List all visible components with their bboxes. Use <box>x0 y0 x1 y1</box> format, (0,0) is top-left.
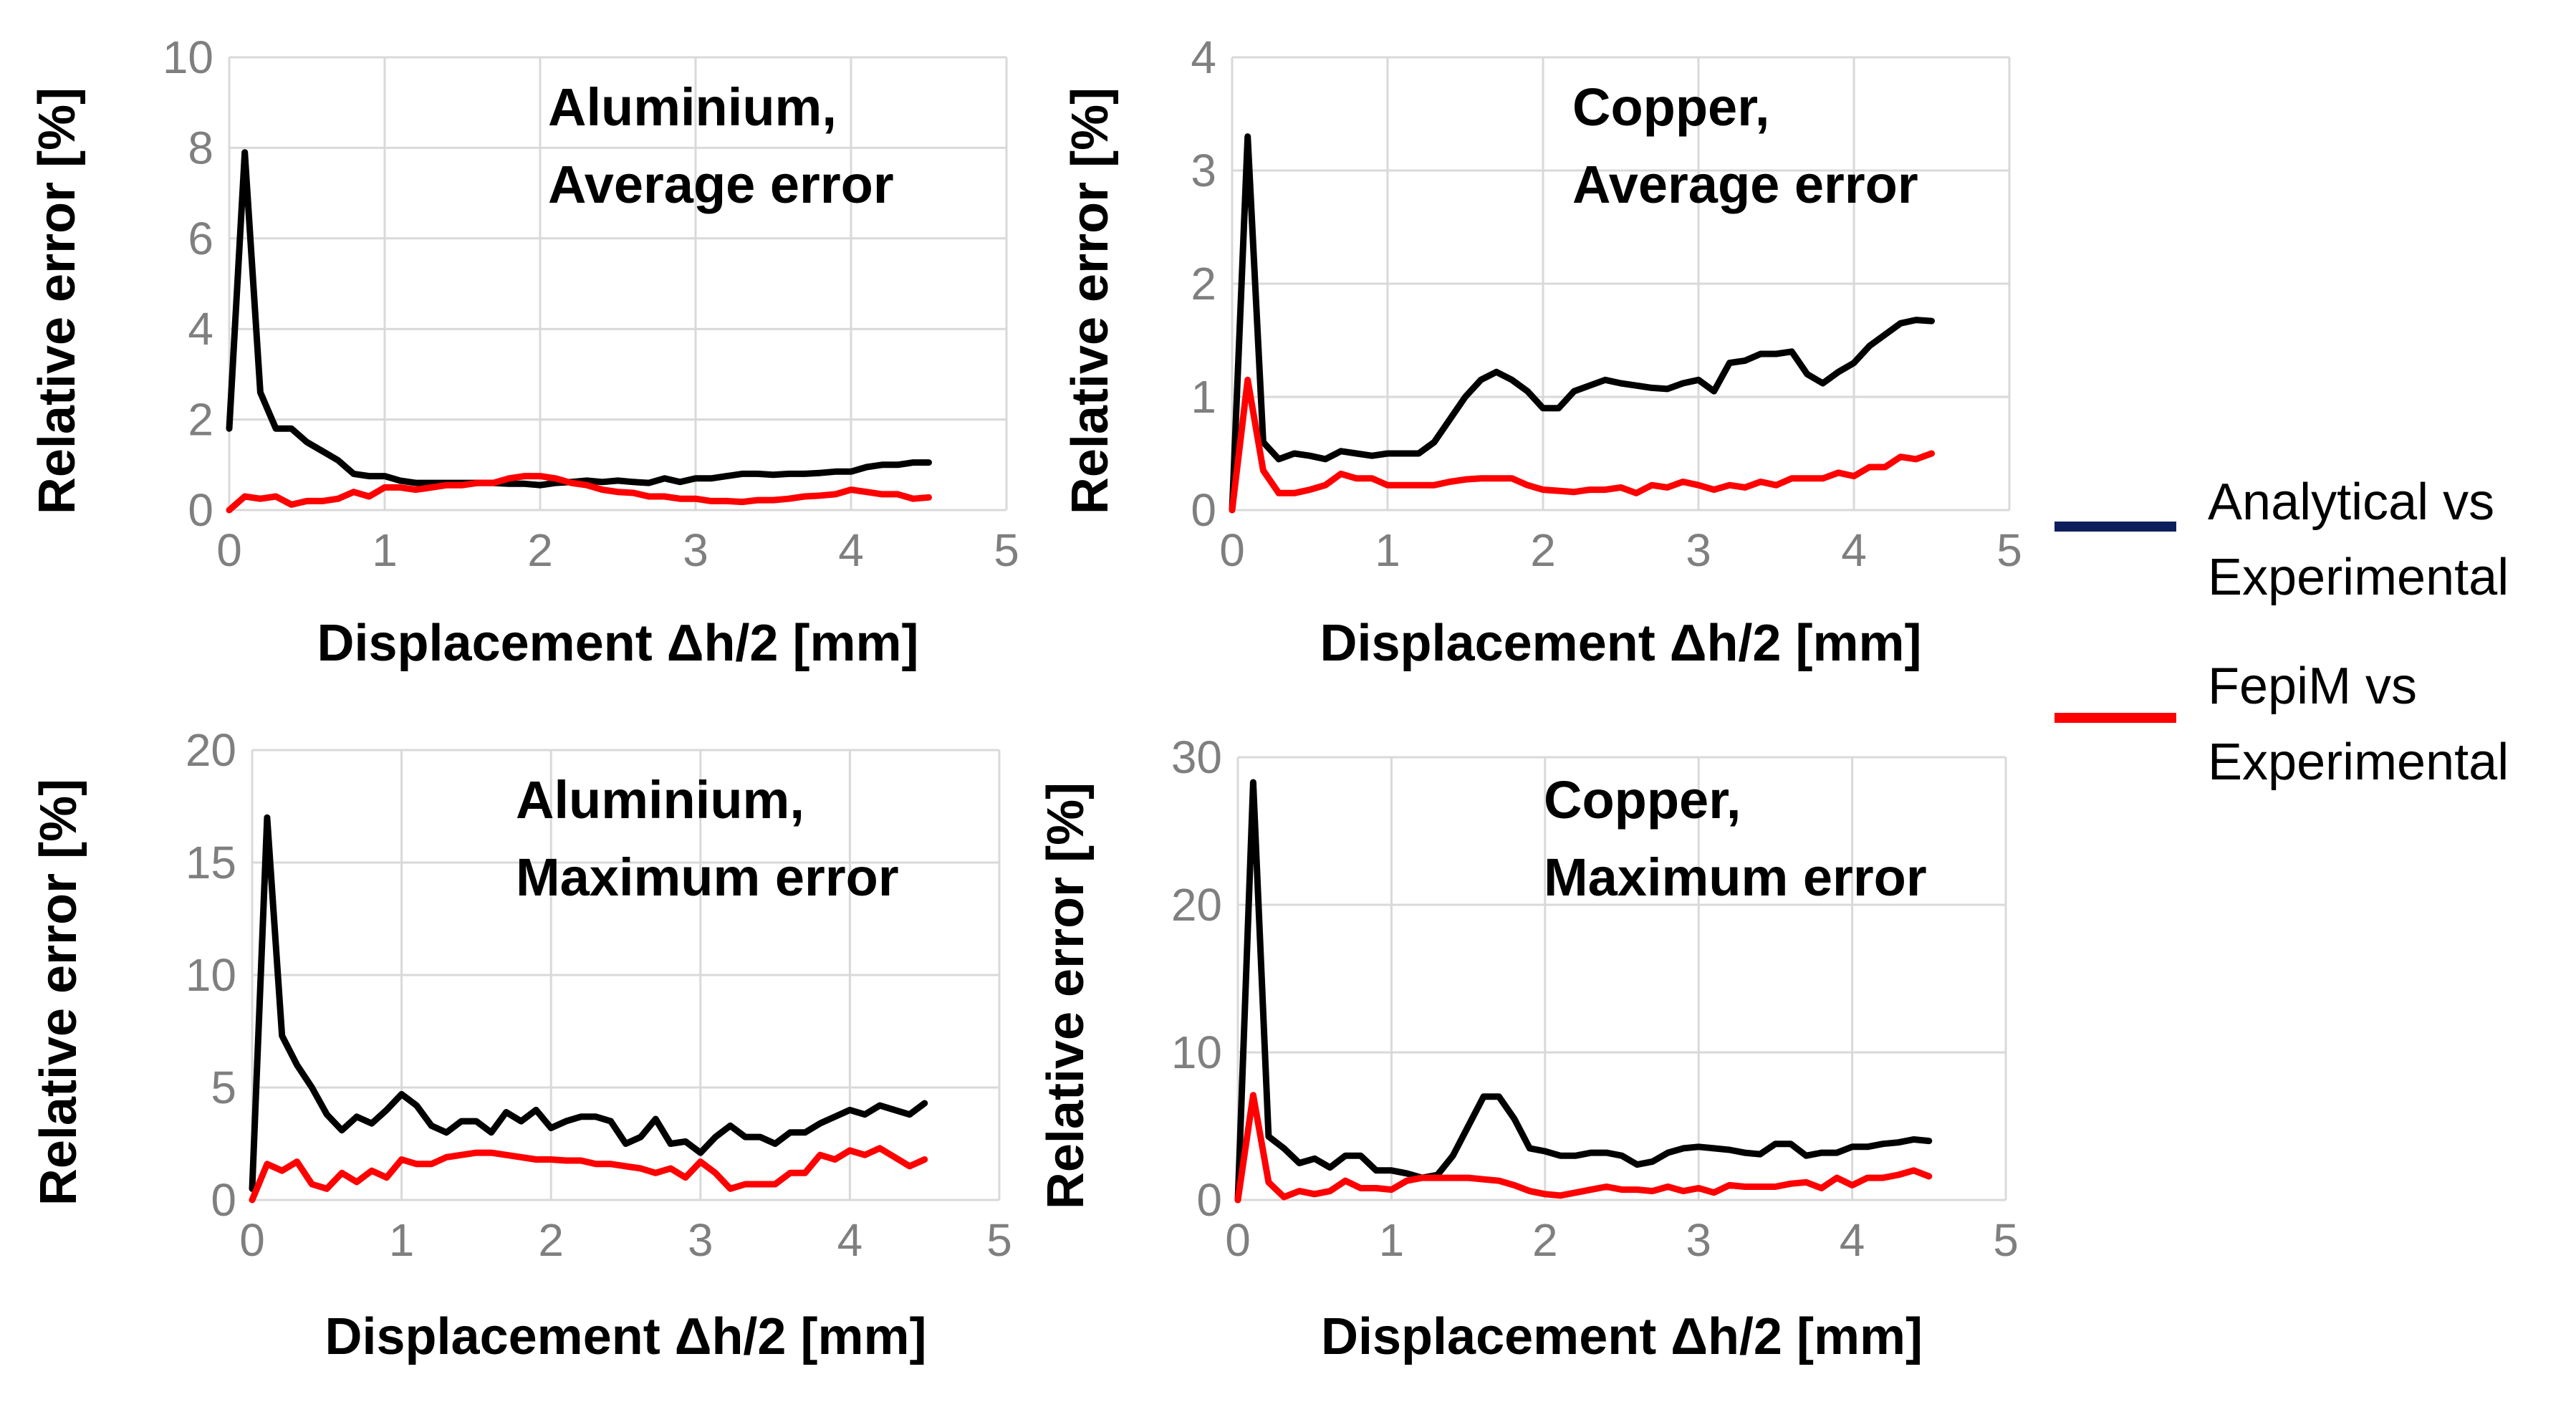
series-line-fepim <box>1229 376 1935 514</box>
series-line-analytical <box>1229 133 1935 514</box>
chart-title-line: Copper, <box>1572 77 1769 137</box>
x-tick-label: 1 <box>1375 524 1400 576</box>
x-tick-label: 3 <box>688 1214 713 1266</box>
x-axis-label: Displacement Δh/2 [mm] <box>1320 615 1922 672</box>
y-tick-label: 10 <box>186 949 236 1001</box>
y-tick-label: 0 <box>188 484 213 536</box>
chart-1: 0 2 4 6 8 10 0 1 2 3 4 5 Aluminium, Average error Disp… <box>29 32 1019 672</box>
chart-title: Copper, Average error <box>1572 77 1918 214</box>
chart-title-line: Maximum error <box>516 847 899 907</box>
y-tick-label: 0 <box>1191 484 1216 536</box>
series-line-fepim <box>1234 1092 1933 1204</box>
y-tick-label: 20 <box>186 724 236 776</box>
x-tick-label: 3 <box>1686 1214 1711 1266</box>
y-axis-label: Relative error [%] <box>29 87 86 514</box>
chart-title: Aluminium, Maximum error <box>516 770 899 907</box>
x-axis-label: Displacement Δh/2 [mm] <box>325 1308 927 1365</box>
x-axis-label: Displacement Δh/2 [mm] <box>1321 1308 1923 1365</box>
y-tick-label: 15 <box>186 837 236 888</box>
x-tick-label: 2 <box>527 524 553 576</box>
x-tick-label: 5 <box>1996 524 2022 576</box>
chart-title-line: Average error <box>548 155 894 214</box>
chart-title-line: Copper, <box>1544 770 1741 830</box>
chart-title: Aluminium, Average error <box>548 77 894 214</box>
y-tick-label: 10 <box>163 32 213 83</box>
chart-title-line: Average error <box>1572 155 1918 214</box>
y-tick-label: 0 <box>211 1174 236 1226</box>
x-tick-label: 3 <box>683 524 708 576</box>
x-tick-label: 2 <box>1532 1214 1558 1266</box>
chart-title-line: Aluminium, <box>516 770 804 830</box>
x-tick-label: 5 <box>986 1214 1012 1266</box>
x-tick-label: 5 <box>994 524 1019 576</box>
y-tick-label: 5 <box>211 1062 236 1113</box>
x-tick-label: 0 <box>239 1214 265 1266</box>
legend: Analytical vs Experimental FepiM vs Experim… <box>2054 474 2509 791</box>
x-tick-label: 2 <box>1530 524 1556 576</box>
x-tick-label: 0 <box>1225 1214 1251 1266</box>
series-line-fepim <box>249 1145 928 1204</box>
y-tick-label: 2 <box>1191 258 1216 309</box>
y-tick-label: 8 <box>188 122 213 173</box>
chart-title: Copper, Maximum error <box>1544 770 1927 907</box>
chart-3: 0 5 10 15 20 0 1 2 3 4 5 Aluminium, Maximum error Dis… <box>30 724 1012 1365</box>
y-axis-label: Relative error [%] <box>1062 87 1119 514</box>
y-tick-label: 1 <box>1191 371 1216 423</box>
chart-title-line: Maximum error <box>1544 847 1927 907</box>
y-axis-label: Relative error [%] <box>30 779 87 1206</box>
x-tick-label: 1 <box>1379 1214 1405 1266</box>
y-tick-label: 4 <box>188 303 213 355</box>
legend-label: Analytical vs <box>2208 474 2494 531</box>
x-tick-label: 1 <box>389 1214 415 1266</box>
legend-label: Experimental <box>2208 734 2509 791</box>
x-tick-label: 4 <box>837 1214 863 1266</box>
y-tick-label: 6 <box>188 213 213 264</box>
y-tick-label: 2 <box>188 394 213 446</box>
chart-4: 0 10 20 30 0 1 2 3 4 5 Copper, Maximum error Displac… <box>1037 731 2019 1365</box>
x-tick-label: 4 <box>1840 1214 1865 1266</box>
x-axis-label: Displacement Δh/2 [mm] <box>317 615 919 672</box>
series-line-analytical <box>249 814 928 1192</box>
y-tick-label: 20 <box>1171 879 1222 931</box>
chart-title-line: Aluminium, <box>548 77 837 137</box>
chart-2: 0 1 2 3 4 0 1 2 3 4 5 Copper, Average error Displacem… <box>1062 32 2022 672</box>
y-tick-label: 3 <box>1191 145 1216 196</box>
series-line-analytical <box>1234 779 1933 1204</box>
legend-label: Experimental <box>2208 549 2509 606</box>
x-tick-label: 4 <box>1841 524 1867 576</box>
x-tick-label: 1 <box>372 524 398 576</box>
x-tick-label: 3 <box>1686 524 1711 576</box>
x-tick-label: 5 <box>1993 1214 2019 1266</box>
x-tick-label: 4 <box>838 524 864 576</box>
x-tick-label: 0 <box>1219 524 1245 576</box>
y-tick-label: 0 <box>1196 1174 1222 1226</box>
series-line-fepim <box>226 473 932 514</box>
y-tick-label: 10 <box>1171 1027 1222 1078</box>
legend-label: FepiM vs <box>2208 658 2417 715</box>
y-axis-label: Relative error [%] <box>1037 782 1095 1209</box>
x-tick-label: 2 <box>538 1214 564 1266</box>
y-tick-label: 30 <box>1171 731 1222 783</box>
x-tick-label: 0 <box>216 524 242 576</box>
y-tick-label: 4 <box>1191 32 1216 83</box>
